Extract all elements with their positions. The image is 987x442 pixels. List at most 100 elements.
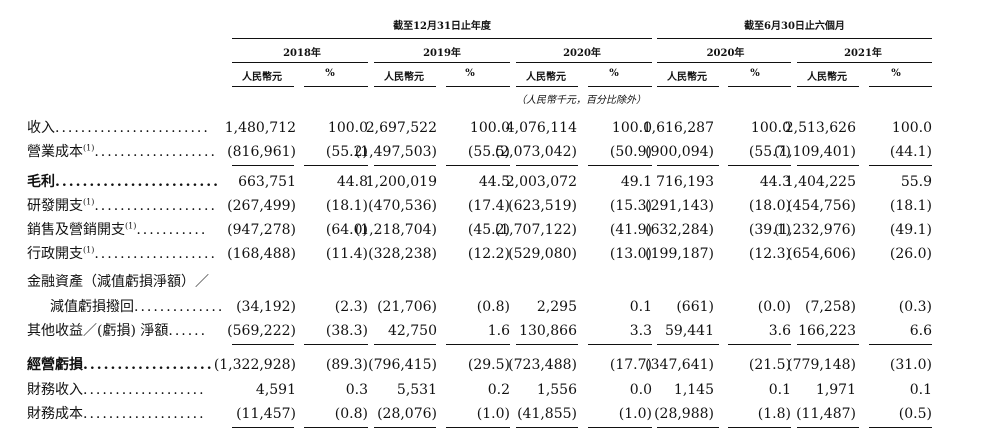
- subtotal-rule: [516, 165, 578, 166]
- percent-cell: 55.9: [900, 174, 932, 190]
- percent-cell: (89.3): [325, 357, 368, 373]
- amount-cell: (11,487): [796, 406, 856, 422]
- percent-cell: 49.1: [620, 174, 652, 190]
- percent-cell: (45.2): [467, 222, 510, 238]
- col-pct-2020-h1: %: [750, 68, 760, 79]
- amount-cell: (632,284): [645, 222, 714, 238]
- percent-cell: (39.1): [748, 222, 791, 238]
- amount-cell: 2,697,522: [365, 120, 437, 136]
- percent-cell: 44.3: [759, 174, 791, 190]
- percent-cell: (15.3): [609, 198, 652, 214]
- row-label: 金融資產（減值虧損淨額）／: [27, 271, 209, 293]
- year-rule-2020: [516, 62, 652, 63]
- percent-cell: (18.0): [748, 198, 791, 214]
- percent-cell: 0.2: [487, 382, 510, 398]
- subtotal-rule: [728, 344, 791, 345]
- table-row: 銷售及營銷開支(1)........... (947,278) (64.0) (1,2…: [0, 219, 987, 241]
- amount-cell: 4,591: [255, 382, 296, 398]
- percent-cell: 0.1: [629, 299, 652, 315]
- percent-cell: 100.0: [611, 120, 652, 136]
- percent-cell: 100.0: [327, 120, 368, 136]
- amount-cell: (654,606): [787, 246, 856, 262]
- amount-cell: 5,531: [396, 382, 437, 398]
- unit-rule-rmb-2018: [232, 86, 294, 87]
- percent-cell: (50.9): [609, 144, 652, 160]
- subtotal-rule: [797, 344, 859, 345]
- col-rmb-2020: 人民幣元: [526, 72, 566, 83]
- percent-cell: (0.3): [898, 299, 932, 315]
- subtotal-rule: [446, 165, 510, 166]
- percent-cell: (31.0): [889, 357, 932, 373]
- unit-rule-pct-2020-h1: [728, 86, 791, 87]
- percent-cell: (0.8): [476, 299, 510, 315]
- year-2018: 2018年: [283, 48, 321, 59]
- amount-cell: (454,756): [787, 198, 856, 214]
- subtotal-rule: [869, 344, 932, 345]
- subtotal-rule: [588, 427, 652, 428]
- amount-cell: (900,094): [645, 144, 714, 160]
- row-label-text: 財務收入: [27, 382, 83, 398]
- col-pct-2020: %: [609, 68, 619, 79]
- subtotal-rule: [728, 427, 791, 428]
- subtotal-rule: [728, 165, 791, 166]
- row-label-text: 研發開支: [27, 198, 83, 214]
- unit-rule-rmb-2019: [374, 86, 436, 87]
- percent-cell: (21.5): [748, 357, 791, 373]
- amount-cell: (7,258): [804, 299, 856, 315]
- amount-cell: 2,513,626: [784, 120, 856, 136]
- year-2021-h1: 2021年: [844, 48, 882, 59]
- subtotal-rule: [516, 344, 578, 345]
- leader-dots: ........................: [55, 120, 210, 136]
- subtotal-rule: [374, 165, 436, 166]
- percent-cell: 3.3: [629, 323, 652, 339]
- amount-cell: 166,223: [798, 323, 856, 339]
- unit-rule-pct-2020: [588, 86, 652, 87]
- table-row: 經營虧損................... (1,322,928) (89.3)…: [0, 354, 987, 376]
- percent-cell: (1.0): [618, 406, 652, 422]
- year-2019: 2019年: [423, 48, 461, 59]
- leader-dots: ...................: [94, 246, 217, 262]
- amount-cell: (779,148): [787, 357, 856, 373]
- percent-cell: (1.0): [476, 406, 510, 422]
- row-label: 毛利........................: [27, 171, 220, 193]
- leader-dots: ........................: [55, 174, 220, 190]
- row-label: 其他收益／(虧損) 淨額......: [27, 320, 207, 342]
- amount-cell: 42,750: [388, 323, 437, 339]
- amount-cell: (347,641): [645, 357, 714, 373]
- amount-cell: (569,222): [227, 323, 296, 339]
- percent-cell: 6.6: [909, 323, 932, 339]
- footnote-marker: (1): [83, 197, 95, 207]
- percent-cell: 1.6: [487, 323, 510, 339]
- leader-dots: ...................: [83, 357, 214, 373]
- percent-cell: (18.1): [889, 198, 932, 214]
- row-label: 減值虧損撥回..............: [50, 296, 224, 318]
- percent-cell: (18.1): [325, 198, 368, 214]
- amount-cell: (41,855): [517, 406, 577, 422]
- subtotal-rule: [446, 427, 510, 428]
- amount-cell: (723,488): [508, 357, 577, 373]
- subtotal-rule: [374, 427, 436, 428]
- unit-rule-pct-2018: [304, 86, 368, 87]
- amount-cell: 1,145: [673, 382, 714, 398]
- year-2020: 2020年: [563, 48, 601, 59]
- table-row: 減值虧損撥回.............. (34,192) (2.3) (21,706…: [0, 296, 987, 318]
- row-label: 行政開支(1)...................: [27, 243, 217, 265]
- unit-rule-pct-2019: [446, 86, 510, 87]
- percent-cell: 0.3: [345, 382, 368, 398]
- year-rule-2019: [374, 62, 510, 63]
- amount-cell: 130,866: [519, 323, 577, 339]
- year-rule-2020-h1: [657, 62, 791, 63]
- table-row: 其他收益／(虧損) 淨額...... (569,222) (38.3) 42,750 1…: [0, 320, 987, 345]
- table-row: 收入........................ 1,480,712 100.0…: [0, 117, 987, 139]
- table-row: 金融資產（減值虧損淨額）／: [0, 271, 987, 293]
- percent-cell: (41.9): [609, 222, 652, 238]
- percent-cell: (0.5): [898, 406, 932, 422]
- amount-cell: 4,076,114: [505, 120, 577, 136]
- leader-dots: ......: [168, 323, 208, 339]
- row-label: 收入........................: [27, 117, 210, 139]
- group-header-years: 截至12月31日止年度: [393, 21, 491, 32]
- unit-rule-rmb-2021-h1: [797, 86, 859, 87]
- amount-cell: (816,961): [227, 144, 296, 160]
- year-rule-2018: [232, 62, 368, 63]
- percent-cell: 0.0: [629, 382, 652, 398]
